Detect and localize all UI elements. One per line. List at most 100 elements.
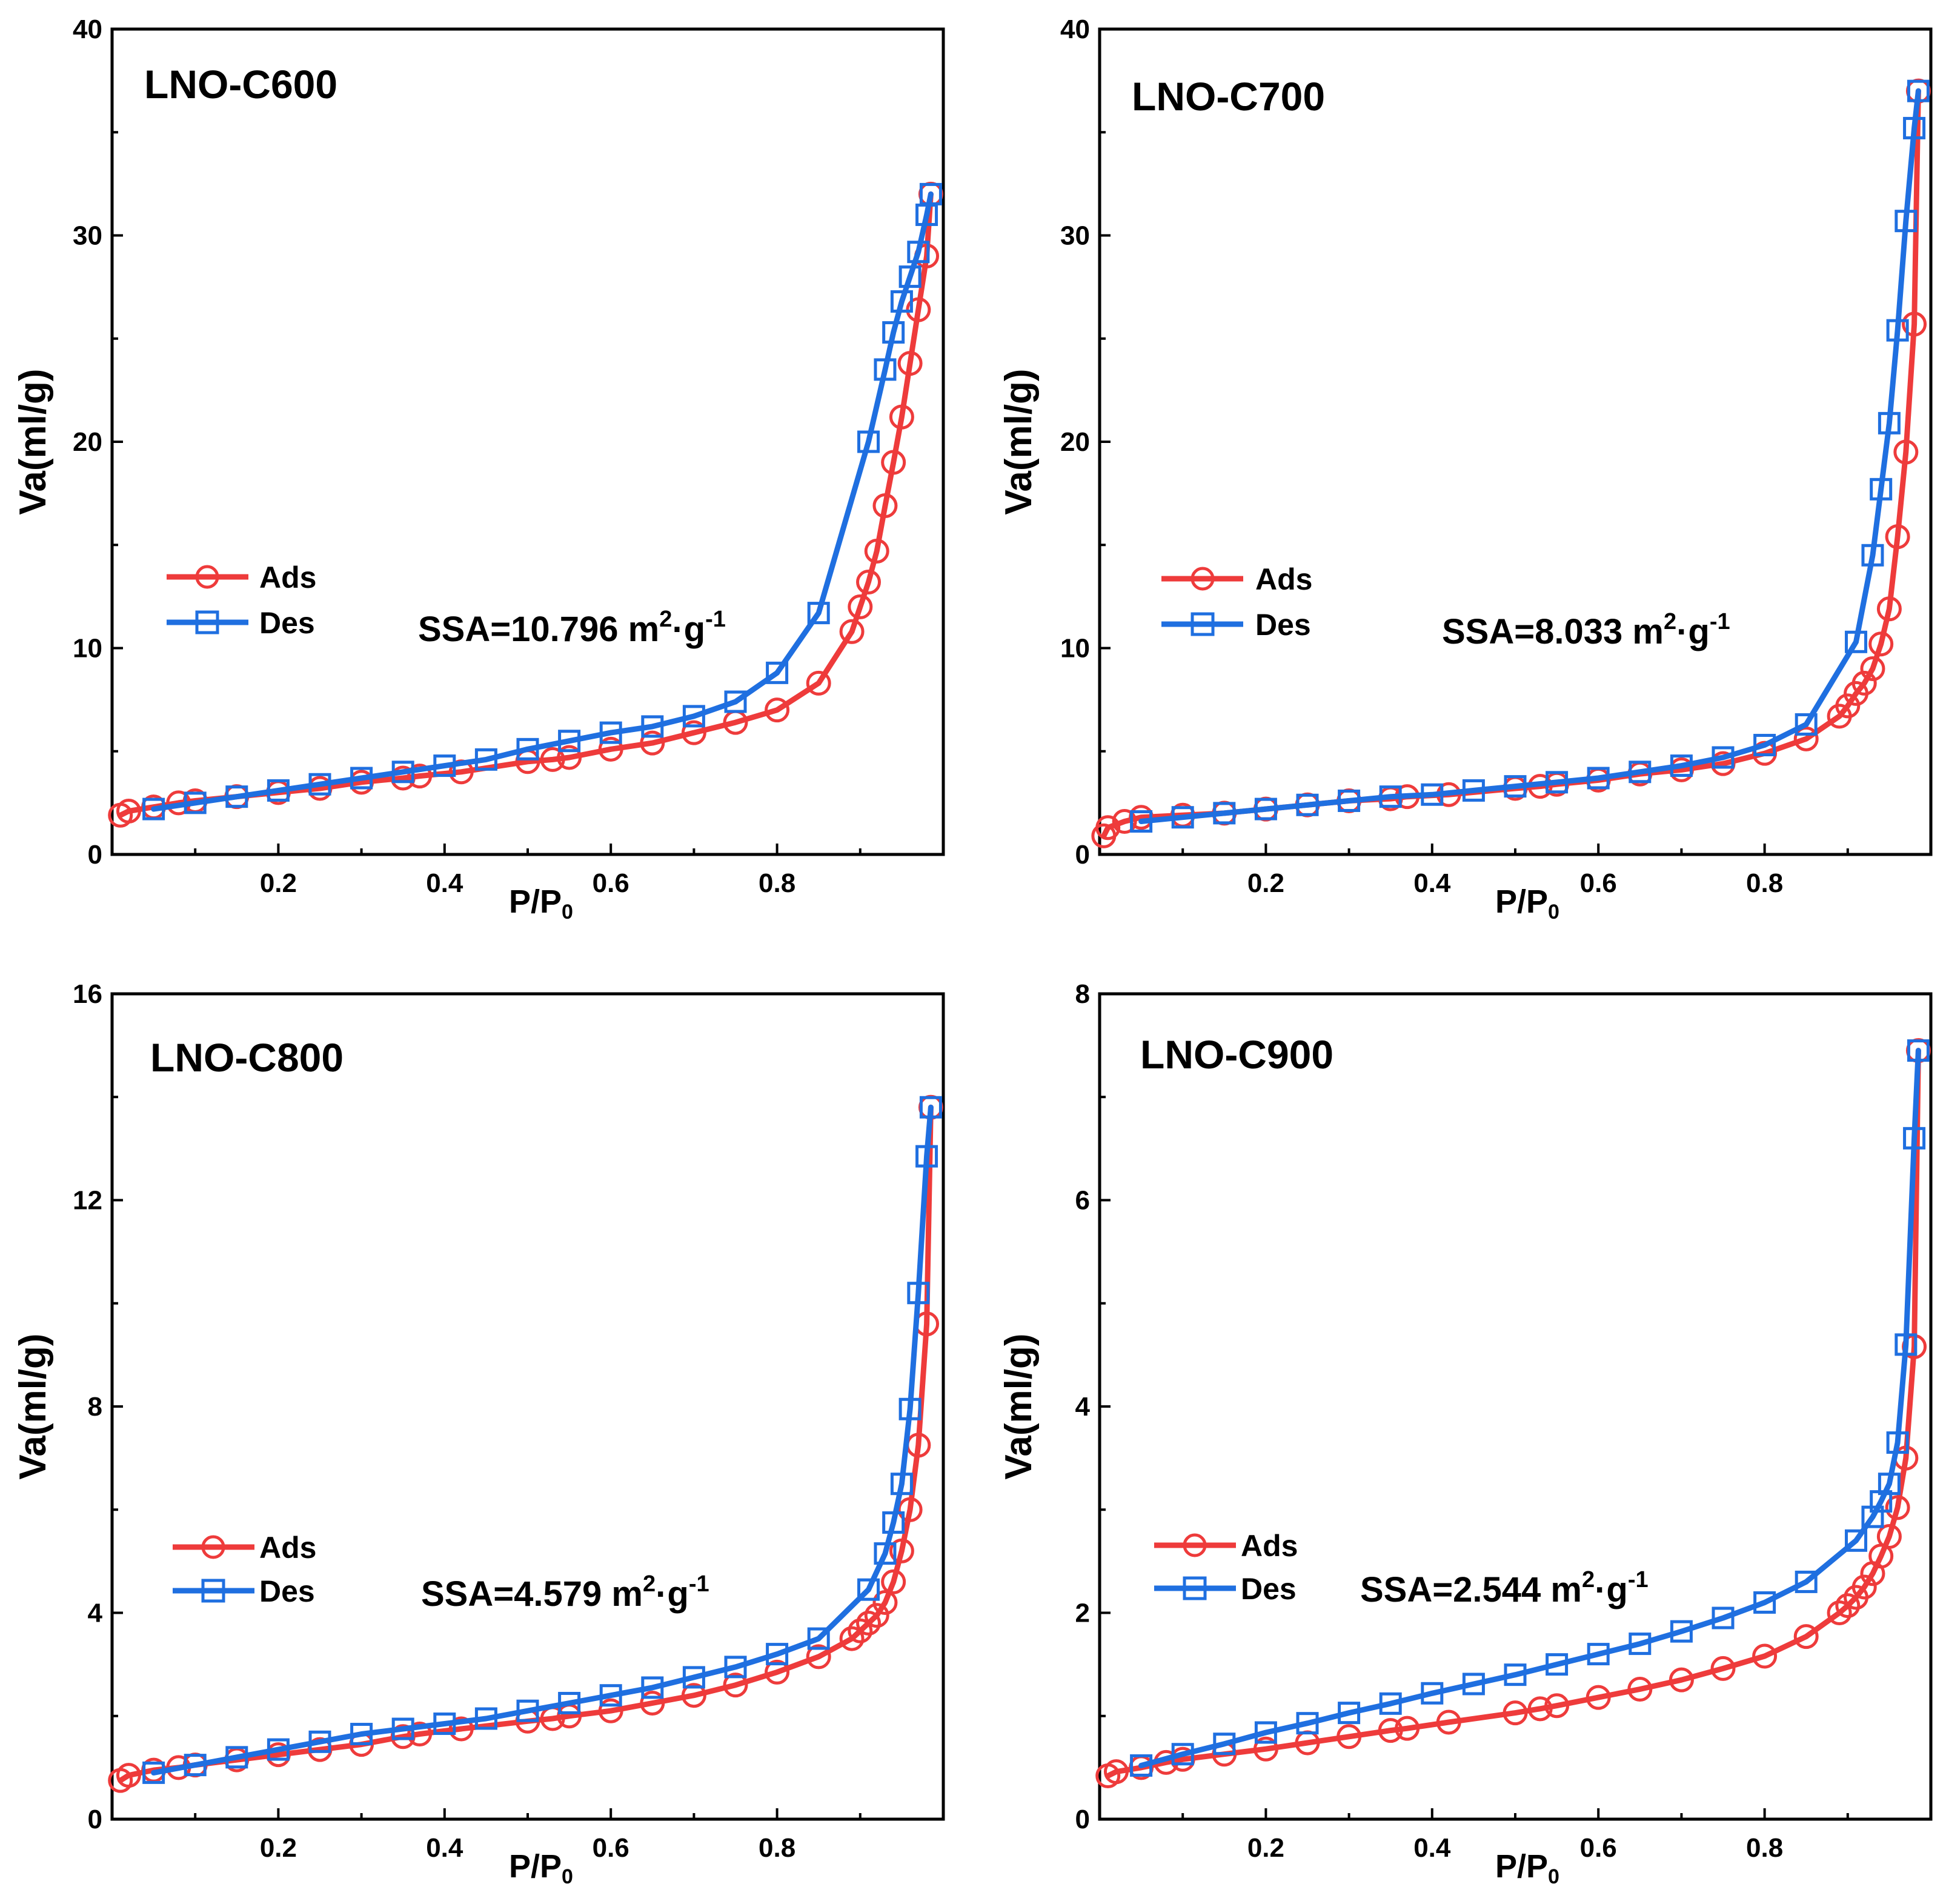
data-point-ads	[897, 1497, 923, 1522]
data-point-ads	[872, 493, 898, 519]
data-point-ads	[448, 1716, 474, 1742]
data-point-des	[1546, 1653, 1569, 1676]
y-axis-label: Va(ml/g)	[12, 1333, 54, 1479]
data-point-ads	[765, 1659, 790, 1685]
data-point-ads	[1503, 1700, 1528, 1726]
data-point-ads	[872, 1589, 898, 1615]
x-tick-label: 0.8	[1746, 1833, 1783, 1863]
data-point-des	[915, 203, 938, 226]
tick-marks	[1100, 993, 1849, 1820]
data-point-des	[641, 1676, 664, 1699]
panel-title: LNO-C900	[1140, 1032, 1333, 1077]
data-point-des	[1379, 1692, 1402, 1715]
data-point-des	[682, 705, 705, 728]
y-tick-label: 12	[73, 1186, 102, 1216]
data-point-des	[1886, 319, 1909, 342]
data-point-ads	[806, 1644, 831, 1669]
panel-lno-c600: Va(ml/g) P/P0 0.2 0.4 0.6 0.8 0 10 20 30…	[12, 15, 945, 924]
data-point-ads	[1395, 1716, 1420, 1741]
data-point-ads	[1885, 1495, 1910, 1520]
x-tick-label: 0.2	[1247, 1833, 1284, 1863]
data-point-des	[890, 290, 913, 313]
data-point-des	[1753, 1591, 1776, 1614]
legend-label-des: Des	[1255, 608, 1311, 642]
data-point-ads	[889, 1538, 914, 1563]
data-point-ads	[681, 1683, 706, 1708]
data-point-des	[882, 1511, 905, 1534]
legend-ads-marker	[195, 565, 219, 589]
series-line-des	[151, 1104, 934, 1776]
data-point-des	[882, 321, 905, 344]
data-point-des	[682, 1666, 705, 1689]
legend: Ads Des	[173, 1531, 316, 1608]
legend-ads-marker	[1191, 567, 1215, 591]
data-point-des	[1171, 1743, 1194, 1766]
data-point-des	[1130, 810, 1153, 833]
data-point-des	[1712, 746, 1735, 769]
x-tick-label: 0.6	[1580, 868, 1617, 898]
data-point-ads	[864, 538, 889, 564]
data-point-des	[1753, 734, 1776, 757]
data-point-des	[898, 1397, 922, 1420]
legend-ads-marker	[201, 1535, 225, 1559]
data-point-ads	[598, 736, 623, 762]
panel-lno-c700: Va(ml/g) P/P0 0.2 0.4 0.6 0.8 0 10 20 30…	[998, 15, 1933, 924]
data-point-ads	[1378, 1718, 1403, 1743]
data-point-des	[766, 1643, 789, 1666]
data-point-des	[391, 761, 414, 784]
legend-des-marker	[1191, 612, 1215, 636]
data-point-des	[350, 1723, 373, 1746]
data-point-ads	[540, 747, 565, 772]
data-point-des	[874, 358, 897, 381]
data-point-ads	[407, 1722, 433, 1747]
data-point-des	[1886, 1431, 1909, 1454]
legend: Ads Des	[1154, 1529, 1298, 1606]
x-tick-label: 0.4	[1413, 1833, 1451, 1863]
data-point-des	[1504, 1663, 1527, 1686]
data-point-des	[184, 1754, 207, 1777]
y-tick-label: 30	[73, 221, 102, 251]
data-point-ads	[765, 697, 790, 723]
data-point-ads	[856, 570, 882, 595]
data-point-ads	[1885, 524, 1910, 550]
x-axis-label: P/P0	[509, 1848, 573, 1888]
x-tick-labels: 0.2 0.4 0.6 0.8	[260, 868, 795, 898]
data-point-des	[874, 1542, 897, 1565]
data-point-des	[184, 791, 207, 814]
data-point-des	[1903, 116, 1926, 139]
data-point-des	[1861, 544, 1884, 567]
data-point-des	[1130, 1754, 1153, 1777]
y-axis-label: Va(ml/g)	[998, 1333, 1040, 1479]
data-point-ads	[1752, 1643, 1778, 1669]
y-tick-label: 20	[73, 427, 102, 457]
x-tick-labels: 0.2 0.4 0.6 0.8	[1247, 1833, 1783, 1863]
y-tick-label: 6	[1075, 1186, 1090, 1216]
data-point-des	[1213, 1733, 1236, 1756]
x-axis-label: P/P0	[1495, 1848, 1559, 1888]
data-point-ads	[1253, 1736, 1278, 1762]
data-point-des	[433, 754, 456, 777]
x-tick-labels: 0.2 0.4 0.6 0.8	[260, 1833, 795, 1863]
data-point-des	[919, 1096, 942, 1119]
data-point-des	[1870, 478, 1893, 501]
data-point-ads	[1876, 1524, 1902, 1549]
data-point-des	[1462, 1673, 1485, 1696]
y-tick-label: 40	[73, 15, 102, 44]
data-point-ads	[1112, 809, 1137, 834]
data-point-ads	[116, 1763, 141, 1788]
tick-marks	[112, 28, 862, 856]
data-point-ads	[1710, 1656, 1736, 1681]
y-tick-label: 2	[1075, 1599, 1090, 1628]
data-point-des	[915, 1145, 938, 1168]
series-line-ads	[1105, 1048, 1921, 1779]
data-point-des	[1296, 793, 1319, 816]
y-tick-labels: 0 10 20 30 40	[73, 15, 102, 870]
y-tick-label: 4	[1075, 1392, 1091, 1422]
data-point-des	[516, 737, 539, 761]
data-point-ads	[881, 450, 906, 475]
data-point-des	[1670, 1620, 1693, 1643]
data-point-ads	[557, 745, 582, 770]
data-point-ads	[1103, 1759, 1129, 1785]
data-point-des	[433, 1713, 456, 1736]
legend-label-des: Des	[259, 606, 315, 640]
